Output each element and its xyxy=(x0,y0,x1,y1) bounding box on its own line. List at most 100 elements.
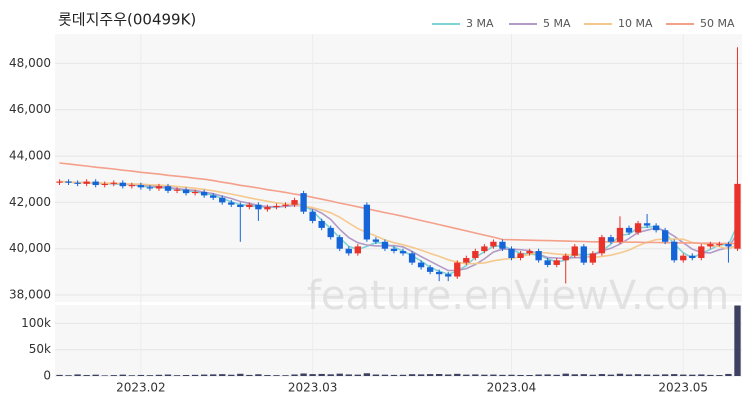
volume-bar xyxy=(264,375,271,376)
candle-body xyxy=(417,262,425,268)
candle-body xyxy=(345,248,352,254)
candle-body xyxy=(228,202,235,205)
candle-body xyxy=(173,189,181,191)
candle-body xyxy=(662,230,669,242)
candle-body xyxy=(83,181,90,184)
volume-bar xyxy=(562,373,569,376)
y-tick-label: 40,000 xyxy=(9,241,51,255)
candle-body xyxy=(318,220,325,228)
volume-bar xyxy=(318,373,325,376)
volume-bar xyxy=(625,374,633,376)
x-tick-label: 2023.05 xyxy=(658,381,708,395)
volume-bar xyxy=(228,374,235,376)
y-tick-label: 48,000 xyxy=(9,56,51,70)
volume-bar xyxy=(182,375,190,376)
legend-label: 5 MA xyxy=(543,17,571,30)
ma-line xyxy=(59,162,738,245)
candle-body xyxy=(652,225,660,231)
volume-bar xyxy=(372,374,380,376)
volume-bar xyxy=(399,374,407,376)
candle-body xyxy=(508,248,515,258)
volume-bar xyxy=(607,374,615,376)
volume-bar xyxy=(598,374,606,376)
candle-body xyxy=(680,255,687,261)
volume-bar xyxy=(472,374,479,376)
volume-bar xyxy=(490,374,497,376)
candle-body xyxy=(553,260,560,265)
candle-body xyxy=(426,267,434,272)
volume-bar xyxy=(200,374,208,376)
volume-bar xyxy=(634,374,642,376)
volume-bar xyxy=(381,374,389,376)
volume-bar xyxy=(273,375,280,376)
volume-bar xyxy=(191,374,199,376)
volume-bar xyxy=(164,374,172,376)
candle-body xyxy=(481,246,488,252)
candle-body xyxy=(354,246,361,254)
candle-body xyxy=(119,182,126,187)
candle-body xyxy=(237,204,244,208)
volume-bar xyxy=(463,374,470,376)
y-tick-label: 42,000 xyxy=(9,195,51,209)
volume-bar xyxy=(345,374,352,376)
volume-bar xyxy=(155,374,163,376)
volume-bar xyxy=(309,374,316,376)
volume-bar xyxy=(128,375,135,376)
candle-body xyxy=(698,246,705,258)
y-tick-label: 44,000 xyxy=(9,149,51,163)
volume-bar xyxy=(671,374,678,376)
candle-body xyxy=(454,262,461,277)
candle-body xyxy=(65,181,72,183)
candle-body xyxy=(300,193,307,212)
volume-bar xyxy=(553,374,560,376)
candle-body xyxy=(725,244,732,247)
volume-bar xyxy=(363,373,371,376)
x-tick-label: 2023.02 xyxy=(116,381,166,395)
volume-bar xyxy=(210,374,217,376)
candle-body xyxy=(580,246,587,263)
volume-bar xyxy=(246,374,253,376)
candle-body xyxy=(390,248,398,252)
volume-bar xyxy=(426,374,434,376)
volume-bar xyxy=(698,374,705,376)
candle-body xyxy=(490,241,497,247)
volume-bar xyxy=(436,374,443,376)
y-tick-label: 38,000 xyxy=(9,288,51,302)
volume-bar xyxy=(725,373,732,376)
volume-bar xyxy=(580,374,587,376)
candle-body xyxy=(734,183,741,249)
candle-body xyxy=(282,204,289,206)
volume-bar xyxy=(408,374,416,376)
volume-bar xyxy=(354,374,361,376)
candle-body xyxy=(164,186,172,191)
legend-label: 50 MA xyxy=(700,17,735,30)
candle-body xyxy=(399,251,407,254)
volume-tick-label: 50k xyxy=(29,342,51,356)
candle-body xyxy=(219,197,226,203)
candle-body xyxy=(137,185,145,188)
candle-body xyxy=(155,186,163,189)
volume-bar xyxy=(707,374,714,376)
volume-bar xyxy=(74,374,81,376)
volume-bar xyxy=(65,375,72,376)
candle-body xyxy=(408,253,416,263)
candle-body xyxy=(463,257,470,263)
ma-line xyxy=(59,180,738,265)
volume-bar xyxy=(137,374,145,376)
volume-bar xyxy=(526,375,533,376)
candle-body xyxy=(273,205,280,208)
volume-bar xyxy=(535,374,542,376)
volume-bar xyxy=(643,374,651,376)
volume-bar xyxy=(734,305,741,376)
x-tick-label: 2023.04 xyxy=(487,381,537,395)
candle-body xyxy=(625,227,633,233)
candle-body xyxy=(716,244,723,246)
candle-body xyxy=(671,241,678,261)
y-tick-label: 46,000 xyxy=(9,102,51,116)
candle-body xyxy=(74,182,81,184)
candle-body xyxy=(291,200,298,205)
candle-body xyxy=(200,191,208,196)
candle-body xyxy=(589,253,597,263)
candle-body xyxy=(544,260,551,265)
